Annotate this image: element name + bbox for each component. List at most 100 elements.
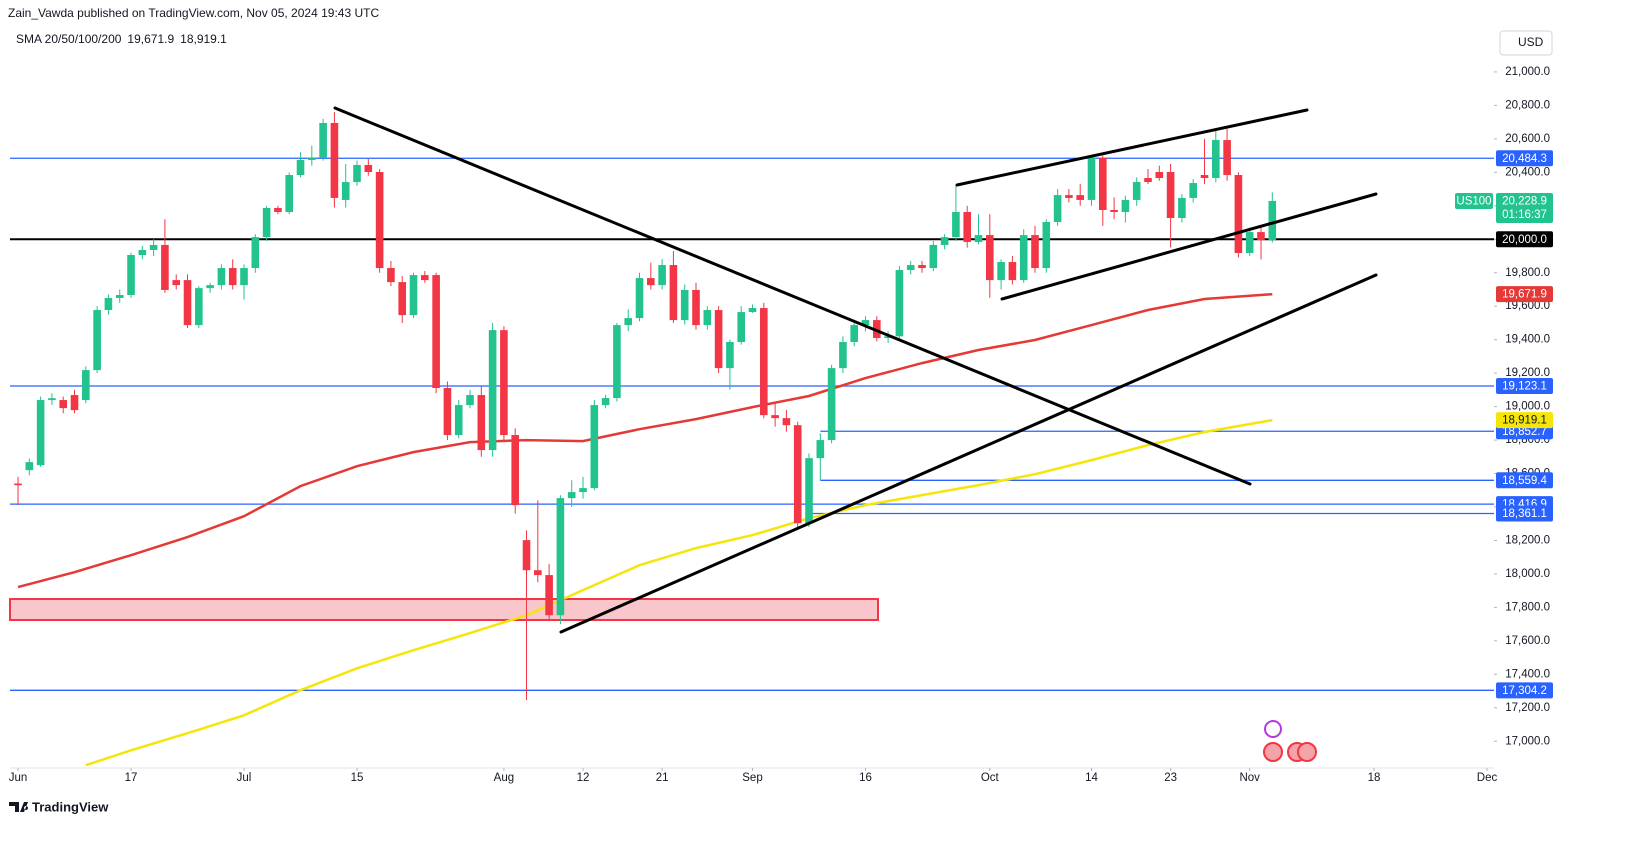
- candle-body: [319, 122, 327, 158]
- candle-body: [895, 270, 904, 337]
- candle-body: [1245, 232, 1254, 253]
- candle-body: [647, 278, 655, 286]
- candle-body: [816, 440, 825, 459]
- x-tick-label: Sep: [742, 772, 762, 784]
- candle-body: [36, 400, 45, 466]
- candle-body: [138, 249, 147, 255]
- candle-body: [545, 575, 553, 616]
- candle-body: [149, 244, 158, 250]
- candle-body: [409, 275, 418, 316]
- candle-body: [195, 288, 203, 326]
- candle-body: [1065, 195, 1073, 198]
- y-tick-label: 21,000.0: [1505, 66, 1550, 78]
- moving-averages: [17, 292, 1273, 767]
- y-tick-label: 19,800.0: [1505, 267, 1550, 279]
- y-tick-label: 17,600.0: [1505, 635, 1550, 647]
- candle-body: [93, 310, 101, 371]
- candle-body: [974, 235, 983, 242]
- candle-body: [183, 280, 192, 326]
- price-label: 19,123.1: [1502, 381, 1547, 393]
- y-tick-label: 19,200.0: [1505, 367, 1550, 379]
- price-label: 17,304.2: [1502, 685, 1547, 697]
- candle-body: [341, 182, 350, 200]
- candle-body: [217, 268, 226, 286]
- zone: [9, 598, 879, 621]
- candle-body: [466, 395, 474, 406]
- candle-body: [940, 237, 949, 245]
- x-tick-label: Jul: [237, 772, 252, 784]
- trend-lines: [333, 106, 1378, 634]
- candle-body: [590, 405, 599, 489]
- brand: TradingView: [32, 799, 109, 814]
- y-tick-label: 17,000.0: [1505, 735, 1550, 747]
- candle-body: [477, 395, 486, 451]
- x-tick-label: 18: [1368, 772, 1381, 784]
- candle-body: [1076, 195, 1085, 200]
- candle-body: [1178, 197, 1186, 219]
- candle-body: [793, 425, 802, 524]
- candle-body: [104, 297, 113, 311]
- currency-box[interactable]: [1499, 30, 1553, 56]
- price-label: 18,361.1: [1502, 508, 1547, 520]
- candle-body: [522, 540, 531, 571]
- price-label: 20,484.3: [1502, 153, 1547, 165]
- candle-body: [839, 342, 847, 369]
- candle-body: [262, 207, 271, 238]
- y-tick-label: 20,400.0: [1505, 166, 1550, 178]
- indicator-value: 18,919.1: [180, 32, 227, 46]
- last-price: 20,228.9: [1502, 195, 1547, 207]
- candle-body: [285, 175, 294, 212]
- candle-body: [635, 278, 644, 319]
- indicator-name: SMA 20/50/100/200: [16, 32, 122, 46]
- price-label: 19,671.9: [1502, 289, 1547, 301]
- y-tick-label: 17,400.0: [1505, 668, 1550, 680]
- candle-body: [1110, 209, 1118, 212]
- x-tick-label: Aug: [494, 772, 514, 784]
- candle-body: [782, 418, 791, 426]
- price-label-box: [1496, 472, 1553, 489]
- candle-body: [1257, 232, 1265, 241]
- candle-body: [624, 318, 633, 326]
- trend-line: [559, 273, 1378, 634]
- candle-body: [375, 172, 384, 269]
- candle-body: [1144, 178, 1152, 183]
- candle-body: [387, 268, 395, 283]
- y-tick-label: 19,000.0: [1505, 401, 1550, 413]
- event-icon: [1264, 720, 1282, 738]
- moving-average: [17, 292, 1273, 589]
- flag-icon: [1297, 742, 1317, 762]
- y-tick-label: 19,400.0: [1505, 334, 1550, 346]
- candle-body: [748, 308, 757, 313]
- currency[interactable]: USD: [1518, 35, 1544, 49]
- candle-body: [443, 388, 452, 436]
- candle-body: [1234, 175, 1243, 253]
- moving-average: [85, 418, 1273, 767]
- candle-body: [760, 308, 768, 416]
- price-label-box: [1496, 150, 1553, 167]
- candle-body: [805, 458, 813, 524]
- candle-body: [1019, 235, 1028, 281]
- x-tick-label: Dec: [1477, 772, 1498, 784]
- candles: [14, 111, 1277, 701]
- candle-body: [771, 415, 779, 419]
- candle-body: [726, 342, 734, 369]
- candle-body: [330, 122, 339, 198]
- axes: 17,000.0 17,200.0 17,400.0 17,600.0 17,800.0…: [9, 66, 1553, 784]
- candle-body: [1223, 140, 1231, 176]
- candle-body: [398, 282, 407, 316]
- candle-body: [963, 211, 972, 242]
- candle-body: [421, 275, 429, 281]
- candle-body: [1200, 175, 1209, 179]
- candle-body: [296, 159, 305, 176]
- candle-body: [986, 235, 994, 281]
- candle-body: [1099, 157, 1107, 210]
- candle-body: [534, 570, 542, 576]
- candle-body: [1211, 140, 1220, 179]
- candle-body: [274, 207, 282, 212]
- candle-body: [906, 265, 915, 271]
- y-tick-label: 19,600.0: [1505, 300, 1550, 312]
- candle-body: [918, 265, 926, 269]
- candle-body: [206, 285, 214, 289]
- candle-body: [929, 244, 938, 269]
